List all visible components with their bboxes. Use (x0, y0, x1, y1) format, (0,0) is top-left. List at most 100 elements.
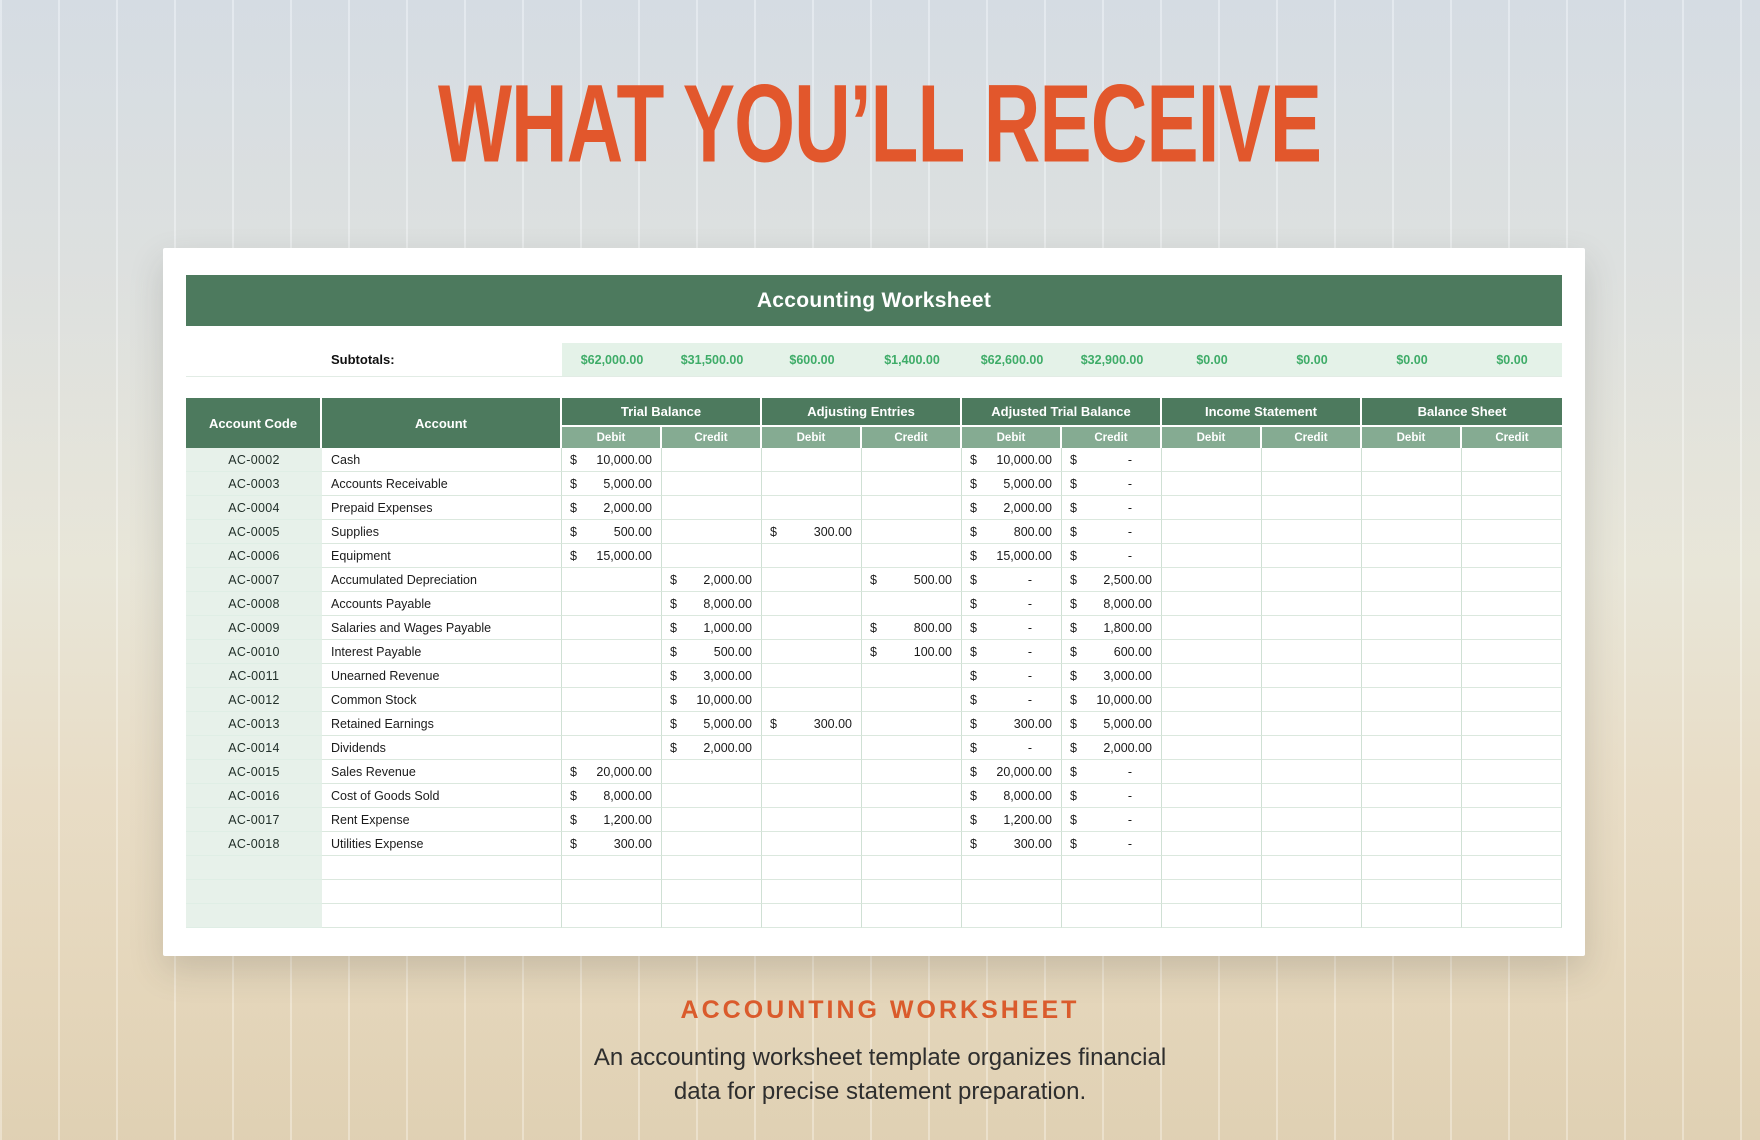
cell-money[interactable]: $ - (962, 616, 1062, 640)
cell-money[interactable] (1262, 616, 1362, 640)
cell-account-code[interactable] (186, 856, 322, 880)
cell-account[interactable]: Rent Expense (322, 808, 562, 832)
cell-money[interactable]: $800.00 (862, 616, 962, 640)
cell-money[interactable]: $3,000.00 (1062, 664, 1162, 688)
cell-money[interactable]: $ - (1062, 472, 1162, 496)
cell-money[interactable]: $15,000.00 (962, 544, 1062, 568)
cell-money[interactable] (1362, 832, 1462, 856)
cell-money[interactable] (862, 688, 962, 712)
cell-money[interactable] (862, 760, 962, 784)
cell-money[interactable]: $ - (962, 568, 1062, 592)
cell-money[interactable] (662, 448, 762, 472)
cell-money[interactable] (662, 520, 762, 544)
cell-money[interactable] (1362, 520, 1462, 544)
cell-money[interactable] (1162, 904, 1262, 928)
cell-money[interactable] (1462, 544, 1562, 568)
cell-account-code[interactable]: AC-0016 (186, 784, 322, 808)
cell-money[interactable]: $1,800.00 (1062, 616, 1162, 640)
cell-money[interactable]: $ - (1062, 832, 1162, 856)
cell-account-code[interactable]: AC-0003 (186, 472, 322, 496)
cell-money[interactable] (562, 736, 662, 760)
cell-money[interactable]: $2,000.00 (962, 496, 1062, 520)
cell-money[interactable] (1262, 640, 1362, 664)
cell-money[interactable]: $10,000.00 (562, 448, 662, 472)
cell-money[interactable] (1162, 664, 1262, 688)
cell-money[interactable]: $2,000.00 (662, 568, 762, 592)
cell-money[interactable] (1262, 448, 1362, 472)
cell-money[interactable]: $ - (962, 592, 1062, 616)
cell-money[interactable] (1262, 568, 1362, 592)
cell-money[interactable] (1362, 568, 1462, 592)
cell-money[interactable] (1162, 688, 1262, 712)
cell-money[interactable] (1062, 856, 1162, 880)
cell-money[interactable] (1462, 904, 1562, 928)
cell-money[interactable] (1362, 736, 1462, 760)
cell-money[interactable] (1462, 640, 1562, 664)
cell-money[interactable] (1462, 568, 1562, 592)
cell-money[interactable] (1362, 760, 1462, 784)
cell-money[interactable] (1162, 808, 1262, 832)
cell-money[interactable] (1262, 880, 1362, 904)
cell-money[interactable] (1162, 784, 1262, 808)
cell-money[interactable]: $20,000.00 (962, 760, 1062, 784)
cell-account-code[interactable]: AC-0014 (186, 736, 322, 760)
cell-account[interactable]: Cost of Goods Sold (322, 784, 562, 808)
cell-money[interactable] (762, 784, 862, 808)
cell-money[interactable]: $5,000.00 (662, 712, 762, 736)
cell-account[interactable]: Accumulated Depreciation (322, 568, 562, 592)
cell-money[interactable] (1262, 808, 1362, 832)
cell-money[interactable] (1362, 616, 1462, 640)
cell-account-code[interactable] (186, 904, 322, 928)
cell-money[interactable] (762, 616, 862, 640)
cell-money[interactable]: $2,000.00 (1062, 736, 1162, 760)
cell-money[interactable] (1262, 496, 1362, 520)
cell-account[interactable]: Sales Revenue (322, 760, 562, 784)
cell-money[interactable] (1262, 904, 1362, 928)
cell-money[interactable]: $300.00 (962, 712, 1062, 736)
cell-money[interactable] (662, 856, 762, 880)
cell-money[interactable] (662, 880, 762, 904)
cell-money[interactable] (762, 448, 862, 472)
cell-account[interactable]: Unearned Revenue (322, 664, 562, 688)
cell-money[interactable] (1362, 544, 1462, 568)
cell-money[interactable]: $ - (962, 736, 1062, 760)
cell-money[interactable] (662, 760, 762, 784)
cell-money[interactable] (862, 880, 962, 904)
cell-money[interactable]: $ - (1062, 520, 1162, 544)
cell-money[interactable]: $8,000.00 (1062, 592, 1162, 616)
cell-money[interactable] (562, 664, 662, 688)
cell-account-code[interactable]: AC-0006 (186, 544, 322, 568)
cell-money[interactable] (1062, 904, 1162, 928)
cell-money[interactable] (1462, 712, 1562, 736)
cell-money[interactable]: $20,000.00 (562, 760, 662, 784)
cell-account-code[interactable]: AC-0011 (186, 664, 322, 688)
cell-money[interactable]: $300.00 (762, 712, 862, 736)
cell-money[interactable] (1162, 496, 1262, 520)
cell-money[interactable] (1362, 856, 1462, 880)
cell-money[interactable] (762, 496, 862, 520)
cell-money[interactable]: $500.00 (862, 568, 962, 592)
cell-money[interactable] (762, 880, 862, 904)
cell-money[interactable] (1262, 784, 1362, 808)
cell-money[interactable] (1162, 640, 1262, 664)
cell-money[interactable] (862, 904, 962, 928)
cell-money[interactable]: $8,000.00 (562, 784, 662, 808)
cell-money[interactable]: $15,000.00 (562, 544, 662, 568)
cell-account-code[interactable]: AC-0012 (186, 688, 322, 712)
cell-money[interactable] (562, 568, 662, 592)
cell-money[interactable] (662, 496, 762, 520)
cell-money[interactable] (762, 640, 862, 664)
cell-money[interactable] (1262, 664, 1362, 688)
cell-account-code[interactable]: AC-0008 (186, 592, 322, 616)
cell-money[interactable] (562, 904, 662, 928)
cell-money[interactable]: $300.00 (562, 832, 662, 856)
cell-money[interactable]: $8,000.00 (662, 592, 762, 616)
cell-money[interactable] (1462, 832, 1562, 856)
cell-money[interactable] (862, 448, 962, 472)
cell-money[interactable] (662, 544, 762, 568)
cell-money[interactable] (1162, 592, 1262, 616)
cell-money[interactable] (762, 856, 862, 880)
cell-money[interactable] (762, 568, 862, 592)
cell-money[interactable] (1462, 736, 1562, 760)
cell-money[interactable]: $2,000.00 (662, 736, 762, 760)
